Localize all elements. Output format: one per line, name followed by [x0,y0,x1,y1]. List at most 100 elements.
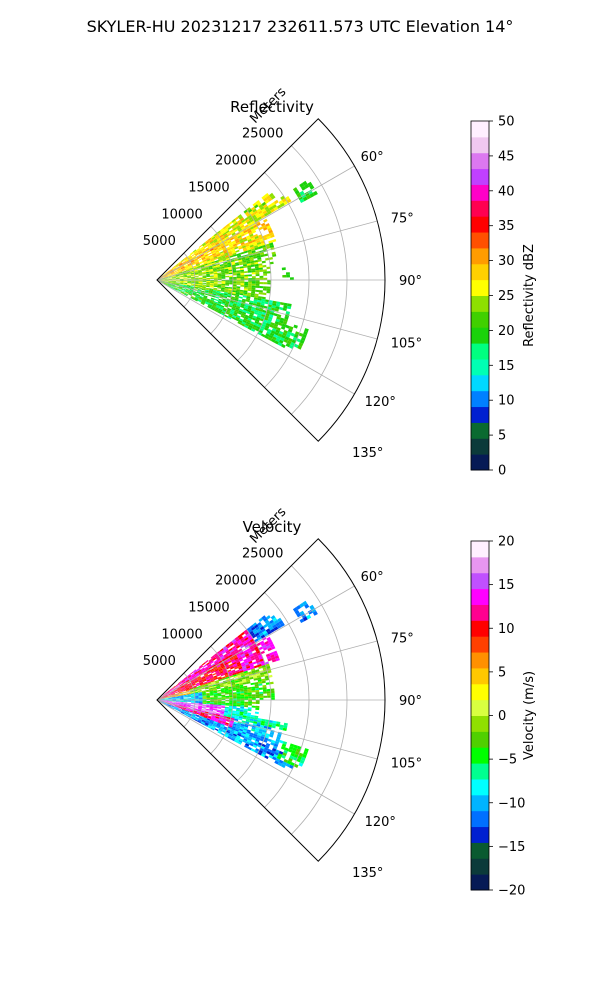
echo-gate [206,680,211,683]
echo-gate [228,271,233,273]
echo-gate [224,270,229,272]
echo-gate [261,242,266,246]
echo-gate [240,708,244,711]
echo-gate [239,714,243,718]
echo-gate [259,747,264,752]
echo-gate [187,262,192,266]
echo-gate [168,282,172,283]
echo-gate [227,685,232,688]
echo-gate [182,707,187,710]
echo-gate [223,293,228,296]
echo-gate [293,754,299,759]
echo-gate [171,285,175,287]
echo-gate [270,695,275,698]
echo-gate [217,309,222,313]
echo-gate [194,286,199,289]
echo-gate [196,265,201,268]
echo-gate [217,689,221,692]
echo-gate [267,639,273,644]
echo-gate [207,294,212,297]
echo-gate [240,269,244,272]
echo-gate [202,259,207,262]
echo-gate [250,228,256,232]
echo-gate [188,713,192,716]
echo-gate [241,655,246,659]
echo-gate [166,271,170,274]
echo-gate [221,703,226,706]
echo-gate [283,722,288,726]
echo-gate [177,267,181,270]
echo-gate [261,312,267,316]
echo-gate [201,300,206,304]
echo-gate [235,307,240,311]
echo-gate [179,700,184,702]
echo-gate [266,195,271,200]
echo-gate [164,280,169,282]
echo-gate [217,703,222,706]
echo-gate [180,711,185,714]
echo-gate [227,249,232,253]
echo-gate [167,283,172,285]
echo-gate [262,264,267,268]
echo-gate [175,705,179,707]
echo-gate [224,228,229,233]
echo-gate [167,703,172,705]
echo-gate [216,303,221,307]
echo-gate [201,677,206,681]
echo-gate [202,250,207,254]
echo-gate [235,710,240,714]
echo-gate [174,263,179,267]
echo-gate [198,278,203,280]
echo-gate [188,265,193,268]
echo-gate [167,275,172,277]
echo-gate [263,212,269,217]
echo-gate [209,301,214,305]
echo-gate [223,727,228,731]
echo-gate [231,307,236,311]
echo-gate [268,720,273,723]
echo-gate [205,687,209,690]
echo-gate [179,694,184,696]
echo-gate [234,295,239,298]
colorbar-swatch [471,200,489,217]
echo-gate [224,305,229,308]
echo-gate [208,291,213,294]
echo-gate [210,680,215,683]
azimuth-tick-label: 120° [365,815,396,830]
echo-gate [167,284,171,287]
echo-gate [176,687,181,690]
echo-gate [169,269,173,272]
echo-gate [254,262,259,265]
echo-gate [174,706,179,708]
echo-gate [164,275,168,278]
echo-gate [221,722,226,725]
echo-gate [232,270,237,273]
echo-gate [244,324,249,329]
echo-gate [200,247,205,251]
echo-gate [198,298,203,301]
echo-gate [178,682,183,686]
echo-gate [229,245,234,248]
echo-gate [234,258,239,262]
colorbar-swatch [471,556,489,574]
echo-gate [198,702,203,704]
echo-gate [309,184,315,190]
echo-gate [268,722,273,726]
echo-gate [232,704,237,707]
echo-gate [271,238,277,243]
echo-gate [206,719,211,722]
echo-gate [206,701,211,704]
echo-gate [267,282,271,285]
echo-gate [176,278,180,280]
echo-gate [172,698,176,700]
echo-gate [198,706,202,708]
echo-gate [225,284,230,286]
echo-gate [247,249,252,253]
echo-gate [217,676,222,679]
echo-gate [247,692,252,695]
echo-gate [252,744,258,749]
echo-gate [299,610,305,616]
echo-gate [232,254,237,257]
echo-gate [211,243,216,247]
echo-gate [264,675,269,679]
